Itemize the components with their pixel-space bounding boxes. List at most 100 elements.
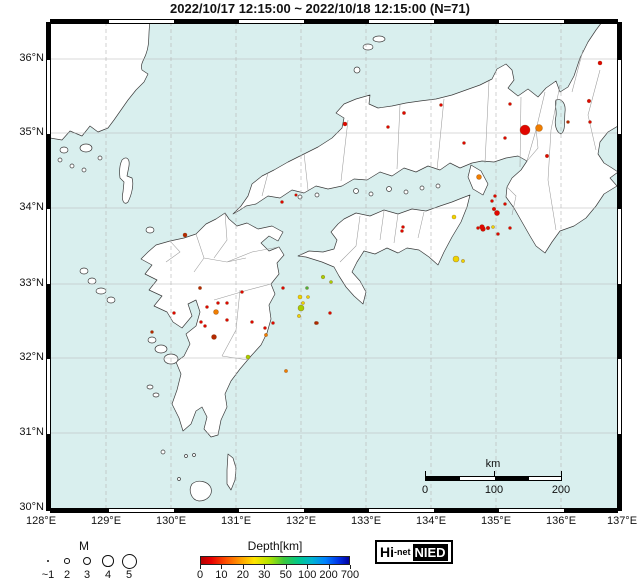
magnitude-legend-label: M	[79, 539, 89, 553]
depth-number: 100	[297, 569, 317, 579]
depth-tick	[328, 565, 330, 569]
longitude-label: 133°E	[350, 515, 382, 527]
quake-dot	[491, 206, 497, 212]
quake-dot	[263, 326, 267, 330]
quake-dot	[503, 202, 507, 206]
quake-dot	[250, 320, 254, 324]
quake-dot	[342, 121, 348, 127]
depth-tick	[350, 565, 351, 569]
latitude-label: 30°N	[19, 501, 44, 513]
quake-dot	[402, 111, 406, 115]
epicenter-dots	[150, 60, 603, 373]
quake-dot	[386, 125, 390, 129]
quake-dot	[216, 301, 220, 305]
longitude-label: 131°E	[220, 515, 252, 527]
quake-dot	[211, 334, 217, 340]
map-frame-right	[617, 22, 622, 511]
magnitude-circle	[121, 553, 137, 569]
quake-dot	[400, 229, 404, 233]
coastline-tanegashima	[226, 453, 237, 491]
quake-dot	[508, 226, 512, 230]
quake-dot	[284, 369, 288, 373]
coastline-honshu	[232, 22, 618, 254]
quake-dot	[476, 174, 482, 180]
quake-dot	[301, 301, 305, 305]
quake-dot	[329, 280, 333, 284]
quake-dot	[271, 321, 275, 325]
magnitude-circle	[102, 555, 114, 567]
quake-dot	[315, 321, 319, 325]
longitude-label: 128°E	[25, 515, 57, 527]
map-title: 2022/10/17 12:15:00 ~ 2022/10/18 12:15:0…	[170, 1, 470, 16]
quake-dot	[462, 141, 466, 145]
depth-number: 20	[236, 569, 249, 579]
longitude-label: 137°E	[606, 515, 638, 527]
coastline-tsushima	[119, 157, 134, 204]
coastline-korea	[50, 22, 151, 141]
lake-biwa	[554, 99, 566, 135]
depth-tick	[307, 565, 309, 569]
map-frame-left	[46, 22, 51, 511]
quake-dot	[491, 225, 495, 229]
quake-dot	[401, 225, 405, 229]
quake-dot	[198, 286, 202, 290]
quake-dot	[493, 194, 497, 198]
quake-dot	[297, 294, 303, 300]
magnitude-number: ~1	[41, 569, 55, 579]
quake-dot	[508, 102, 512, 106]
quake-dot	[199, 320, 203, 324]
scalebar-tick	[561, 471, 562, 476]
quake-dot	[485, 225, 491, 231]
latitude-label: 34°N	[19, 201, 44, 213]
depth-number: 700	[340, 569, 360, 579]
quake-dot	[281, 286, 285, 290]
scalebar-number: 200	[551, 484, 571, 496]
quake-dot	[439, 103, 443, 107]
quake-dot	[213, 309, 219, 315]
depth-number: 10	[215, 569, 228, 579]
quake-dot	[494, 210, 500, 216]
magnitude-number: 5	[125, 569, 133, 579]
latitude-label: 35°N	[19, 126, 44, 138]
scalebar-tick	[494, 471, 495, 476]
quake-dot	[503, 136, 507, 140]
map-frame-bottom	[50, 508, 618, 513]
depth-legend-label: Depth[km]	[247, 539, 303, 553]
magnitude-number: 4	[104, 569, 112, 579]
quake-dot	[479, 224, 485, 230]
quake-dot	[225, 318, 229, 322]
quake-dot	[519, 124, 531, 136]
longitude-label: 129°E	[90, 515, 122, 527]
quake-dot	[245, 354, 251, 360]
magnitude-number: 2	[63, 569, 71, 579]
depth-tick	[242, 565, 244, 569]
quake-dot	[203, 324, 207, 328]
magnitude-circle	[64, 558, 70, 564]
quake-dot	[597, 60, 603, 66]
quake-dot	[280, 200, 284, 204]
depth-number: 200	[319, 569, 338, 579]
longitude-label: 136°E	[545, 515, 577, 527]
latitude-label: 31°N	[19, 426, 44, 438]
quake-dot	[297, 314, 301, 318]
depth-tick	[285, 565, 287, 569]
latitude-label: 33°N	[19, 277, 44, 289]
depth-number: 30	[258, 569, 271, 579]
hinet-nied-logo[interactable]: Hi -net NIED	[375, 540, 453, 564]
quake-dot	[305, 286, 309, 290]
magnitude-circle	[46, 559, 50, 563]
quake-dot	[566, 120, 570, 124]
longitude-label: 132°E	[285, 515, 317, 527]
latitude-label: 36°N	[19, 52, 44, 64]
quake-dot	[264, 333, 268, 337]
quake-dot	[306, 295, 310, 299]
depth-number: 0	[196, 569, 204, 579]
magnitude-circle	[82, 556, 92, 566]
latitude-label: 32°N	[19, 351, 44, 363]
quake-dot	[297, 304, 305, 312]
quake-dot	[150, 330, 154, 334]
quake-dot	[544, 154, 549, 159]
quake-dot	[476, 226, 480, 230]
